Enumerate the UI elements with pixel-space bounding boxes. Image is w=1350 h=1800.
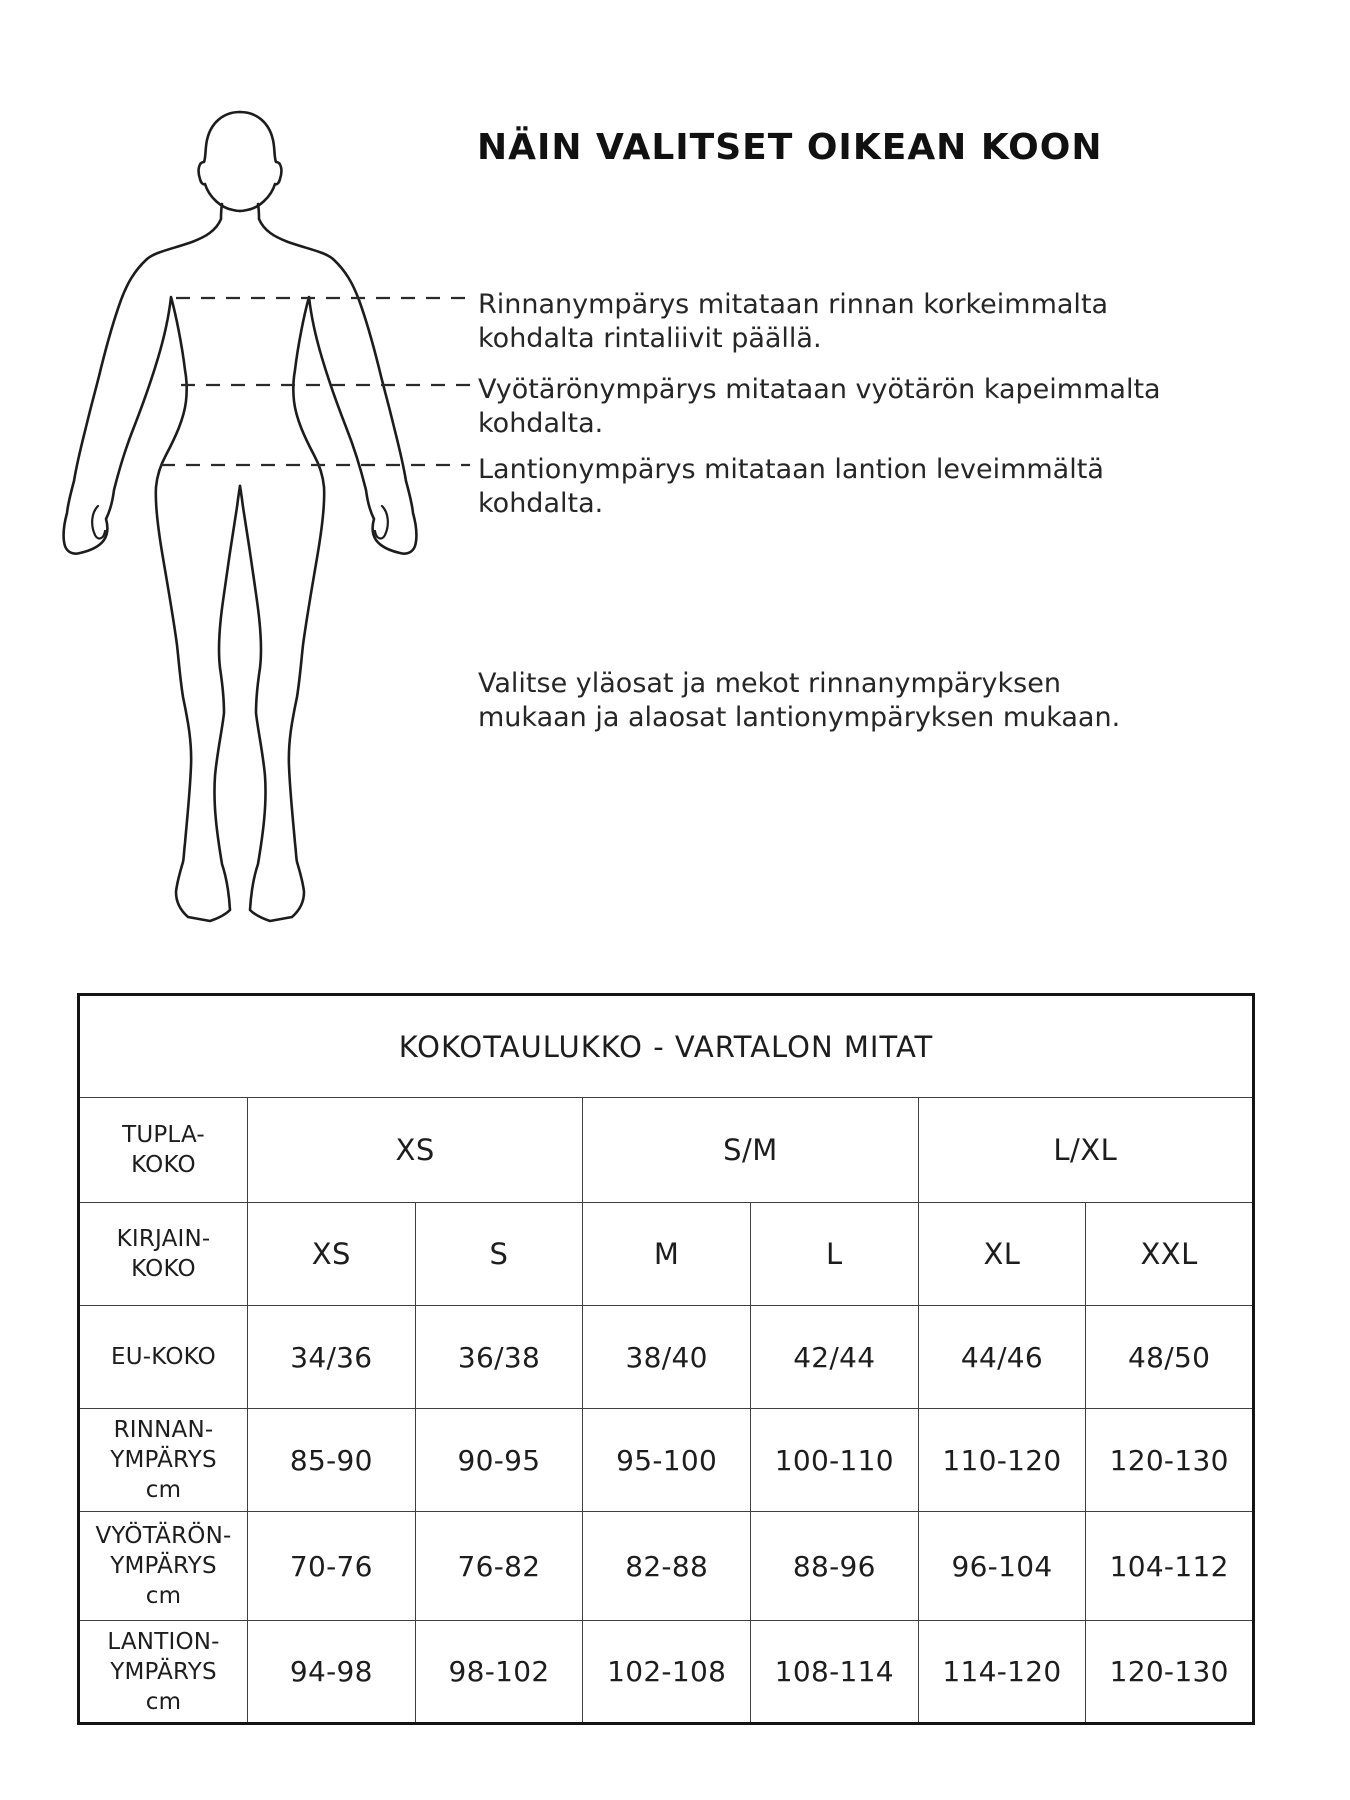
table-row-chest: RINNAN- YMPÄRYS cm 85-90 90-95 95-100 10… [78, 1408, 1254, 1512]
instruction-waist: Vyötärönympärys mitataan vyötärön kapeim… [478, 373, 1161, 441]
instruction-chest-line1: Rinnanympärys mitataan rinnan korkeimmal… [478, 289, 1109, 320]
row-label-waist: VYÖTÄRÖN- YMPÄRYS cm [78, 1511, 248, 1621]
instruction-waist-line2: kohdalta. [478, 408, 604, 439]
instruction-note-line1: Valitse yläosat ja mekot rinnanympärykse… [478, 668, 1061, 699]
table-row-letter-size: KIRJAIN- KOKO XS S M L XL XXL [78, 1202, 1254, 1306]
chest-range-cell: 120-130 [1085, 1408, 1254, 1512]
size-table-section: KOKOTAULUKKO - VARTALON MITAT TUPLA- KOK… [77, 993, 1255, 1725]
letter-size-cell: L [749, 1202, 919, 1306]
eu-size-cell: 34/36 [247, 1305, 416, 1409]
eu-size-cell: 36/38 [414, 1305, 584, 1409]
instruction-note: Valitse yläosat ja mekot rinnanympärykse… [478, 667, 1120, 735]
label-line: KIRJAIN- [116, 1226, 211, 1252]
row-label-hip: LANTION- YMPÄRYS cm [78, 1620, 248, 1724]
label-line: cm [145, 1477, 182, 1503]
row-label-chest: RINNAN- YMPÄRYS cm [78, 1408, 248, 1512]
instruction-note-line2: mukaan ja alaosat lantionympäryksen muka… [478, 702, 1121, 733]
row-label-eu-size: EU-KOKO [78, 1305, 248, 1409]
table-row-waist: VYÖTÄRÖN- YMPÄRYS cm 70-76 76-82 82-88 8… [78, 1511, 1254, 1621]
label-line: cm [145, 1583, 182, 1609]
body-outline [62, 110, 242, 923]
size-table-title: KOKOTAULUKKO - VARTALON MITAT [78, 994, 1254, 1098]
chest-range-cell: 100-110 [749, 1408, 919, 1512]
eu-size-cell: 42/44 [749, 1305, 919, 1409]
row-label-double-size: TUPLA- KOKO [78, 1097, 248, 1203]
label-line: YMPÄRYS [110, 1447, 217, 1473]
letter-size-cell: S [414, 1202, 584, 1306]
hip-range-cell: 114-120 [917, 1620, 1087, 1724]
label-line: LANTION- [107, 1628, 220, 1655]
label-line: KOKO [131, 1152, 196, 1178]
page-title: NÄIN VALITSET OIKEAN KOON [477, 127, 1103, 168]
waist-range-cell: 88-96 [749, 1511, 919, 1621]
label-line: EU-KOKO [111, 1344, 216, 1370]
instruction-waist-line1: Vyötärönympärys mitataan vyötärön kapeim… [478, 374, 1161, 405]
double-size-xs: XS [246, 1097, 584, 1203]
size-table: KOKOTAULUKKO - VARTALON MITAT TUPLA- KOK… [77, 993, 1255, 1725]
table-row-double-size: TUPLA- KOKO XS S/M L/XL [78, 1097, 1255, 1203]
waist-range-cell: 96-104 [917, 1511, 1087, 1621]
instruction-hip-line1: Lantionympärys mitataan lantion leveimmä… [478, 454, 1104, 485]
table-row-title: KOKOTAULUKKO - VARTALON MITAT [78, 994, 1254, 1098]
instruction-chest-line2: kohdalta rintaliivit päällä. [478, 323, 822, 354]
chest-range-cell: 90-95 [414, 1408, 584, 1512]
double-size-sm: S/M [582, 1097, 919, 1203]
label-line: RINNAN- [113, 1417, 214, 1443]
eu-size-cell: 48/50 [1085, 1305, 1254, 1409]
table-row-eu-size: EU-KOKO 34/36 36/38 38/40 42/44 44/46 48… [78, 1305, 1254, 1409]
label-line: TUPLA- [122, 1122, 205, 1148]
hip-range-cell: 94-98 [247, 1620, 416, 1724]
instruction-hip: Lantionympärys mitataan lantion leveimmä… [478, 453, 1104, 521]
hip-range-cell: 108-114 [749, 1620, 919, 1724]
label-line: YMPÄRYS [110, 1658, 217, 1685]
waist-range-cell: 104-112 [1085, 1511, 1254, 1621]
eu-size-cell: 38/40 [582, 1305, 751, 1409]
label-line: KOKO [131, 1256, 196, 1282]
waist-range-cell: 70-76 [247, 1511, 416, 1621]
row-label-letter-size: KIRJAIN- KOKO [78, 1202, 248, 1306]
body-outline-figure [62, 110, 470, 923]
chest-range-cell: 95-100 [582, 1408, 751, 1512]
eu-size-cell: 44/46 [917, 1305, 1087, 1409]
label-line: VYÖTÄRÖN- [95, 1523, 232, 1549]
table-row-hip: LANTION- YMPÄRYS cm 94-98 98-102 102-108… [78, 1620, 1254, 1724]
instruction-hip-line2: kohdalta. [478, 488, 604, 519]
label-line: cm [145, 1688, 182, 1715]
double-size-lxl: L/XL [917, 1097, 1255, 1203]
letter-size-cell: XS [247, 1202, 416, 1306]
hip-range-cell: 102-108 [582, 1620, 751, 1724]
instruction-chest: Rinnanympärys mitataan rinnan korkeimmal… [478, 288, 1108, 356]
waist-range-cell: 82-88 [582, 1511, 751, 1621]
letter-size-cell: XXL [1085, 1202, 1254, 1306]
hip-range-cell: 98-102 [414, 1620, 584, 1724]
hip-range-cell: 120-130 [1085, 1620, 1254, 1724]
chest-range-cell: 110-120 [917, 1408, 1087, 1512]
label-line: YMPÄRYS [110, 1553, 217, 1579]
letter-size-cell: XL [917, 1202, 1087, 1306]
waist-range-cell: 76-82 [414, 1511, 584, 1621]
letter-size-cell: M [582, 1202, 751, 1306]
chest-range-cell: 85-90 [247, 1408, 416, 1512]
